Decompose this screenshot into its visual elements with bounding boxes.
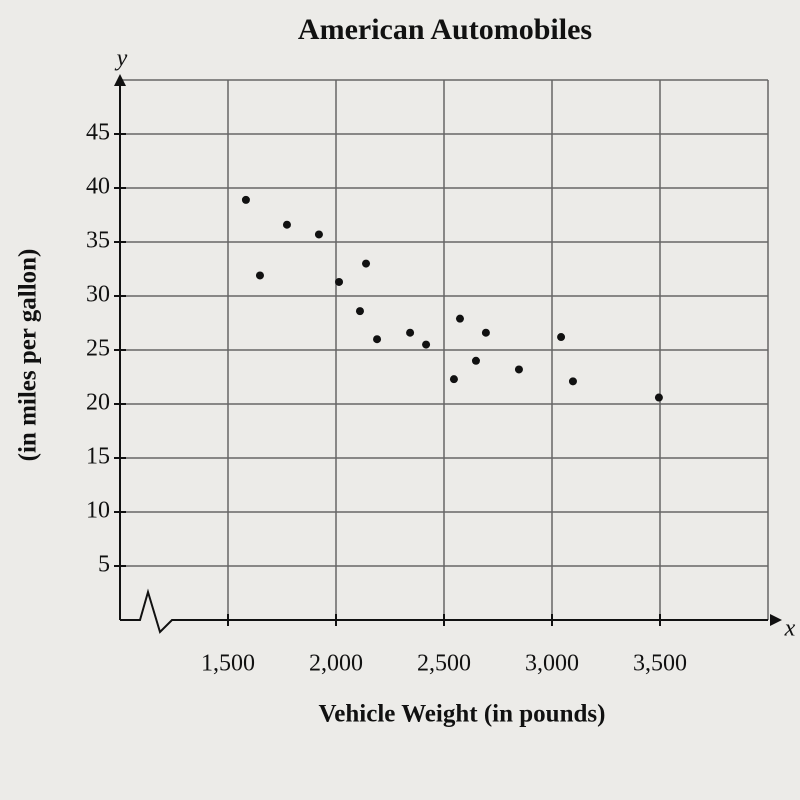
y-tick-label: 45 (86, 120, 110, 146)
data-point (654, 393, 663, 402)
data-point (514, 365, 523, 374)
axis-break (120, 588, 768, 634)
x-axis-letter: x (784, 616, 796, 642)
x-tick-label: 1,500 (201, 651, 255, 677)
data-point (406, 328, 415, 337)
data-point (568, 377, 577, 386)
x-arrow (770, 614, 782, 626)
x-tick-label: 2,000 (309, 651, 363, 677)
x-axis-label: Vehicle Weight (in pounds) (319, 701, 606, 728)
data-point (241, 195, 250, 204)
y-tick-label: 10 (86, 498, 110, 524)
data-point (481, 328, 490, 337)
data-point (255, 271, 264, 280)
x-tick-label: 2,500 (417, 651, 471, 677)
data-point (449, 375, 458, 384)
chart-title: American Automobiles (298, 13, 592, 46)
data-point (471, 356, 480, 365)
data-point (355, 307, 364, 316)
y-tick-label: 30 (86, 282, 110, 308)
y-tick-label: 35 (86, 228, 110, 254)
y-arrow (114, 74, 126, 86)
data-point (362, 259, 371, 268)
x-tick-label: 3,500 (633, 651, 687, 677)
x-tick-label: 3,000 (525, 651, 579, 677)
data-point (373, 335, 382, 344)
data-point (335, 277, 344, 286)
data-point (455, 314, 464, 323)
y-tick-label: 15 (86, 444, 110, 470)
y-axis-label: (in miles per gallon) (15, 249, 42, 462)
y-tick-label: 20 (86, 390, 110, 416)
data-point (422, 340, 431, 349)
y-tick-label: 5 (98, 552, 110, 578)
y-axis-letter: y (115, 46, 128, 72)
data-point (557, 333, 566, 342)
y-tick-label: 25 (86, 336, 110, 362)
y-tick-label: 40 (86, 174, 110, 200)
data-point (314, 230, 323, 239)
data-point (282, 220, 291, 229)
